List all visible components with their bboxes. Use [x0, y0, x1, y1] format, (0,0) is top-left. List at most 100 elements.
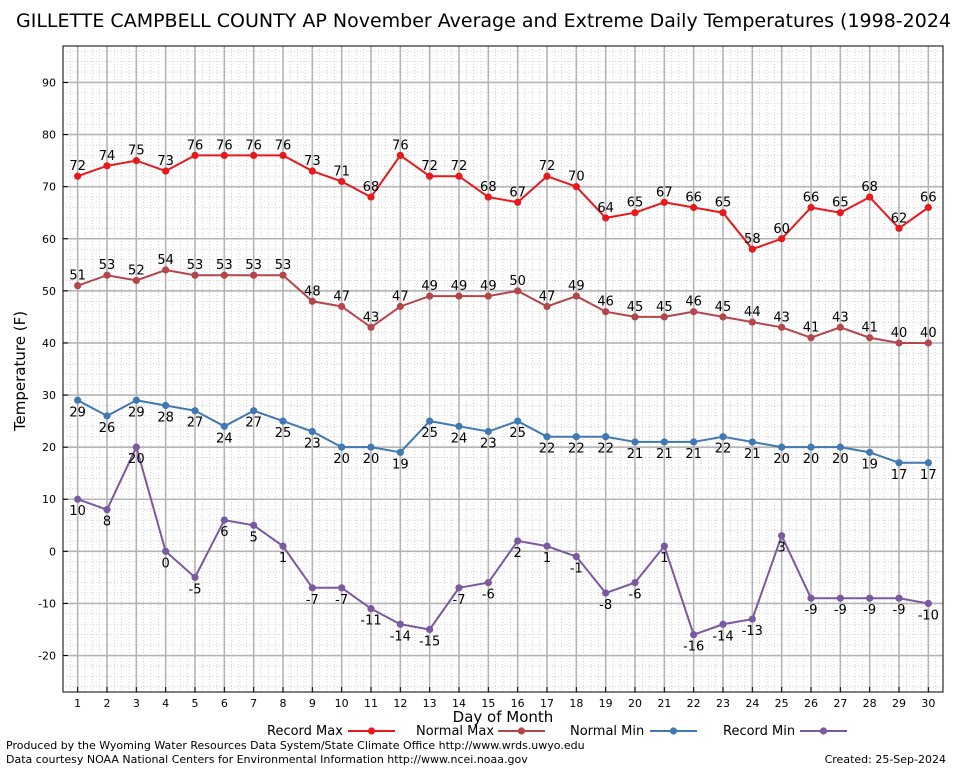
legend-label-normal-max: Normal Max	[416, 724, 494, 739]
record-min-point	[572, 552, 580, 561]
record-min-point	[220, 516, 228, 524]
normal-max-data-label: 53	[275, 258, 292, 273]
x-tick-label: 17	[540, 697, 554, 710]
normal-min-point	[836, 443, 844, 451]
normal-max-point	[484, 292, 492, 300]
record-min-point	[338, 584, 346, 592]
record-max-point	[74, 172, 82, 180]
normal-max-data-label: 51	[69, 269, 86, 284]
record-max-point	[836, 209, 844, 217]
record-max-point	[514, 198, 522, 206]
record-max-data-label: 74	[99, 149, 116, 164]
record-min-data-label: 1	[279, 551, 287, 566]
y-tick-label: 90	[42, 76, 56, 89]
normal-min-data-label: 27	[187, 416, 204, 431]
normal-max-point	[338, 302, 346, 311]
normal-max-data-label: 47	[392, 289, 409, 304]
normal-min-data-label: 20	[363, 452, 380, 467]
normal-max-point	[426, 292, 434, 300]
record-max-point	[660, 198, 668, 206]
record-min-data-label: -9	[863, 603, 876, 618]
record-max-point	[162, 167, 170, 175]
normal-min-data-label: 26	[99, 421, 116, 436]
normal-max-point	[74, 282, 82, 290]
record-min-data-label: -5	[189, 582, 202, 597]
record-min-point	[191, 573, 199, 581]
normal-max-data-label: 49	[451, 279, 468, 294]
normal-max-data-label: 53	[187, 258, 204, 273]
x-tick-label: 23	[716, 697, 730, 710]
chart-title: GILLETTE CAMPBELL COUNTY AP November Ave…	[16, 10, 951, 32]
normal-min-data-label: 25	[275, 426, 292, 441]
legend-label-record-max: Record Max	[267, 724, 343, 739]
record-max-data-label: 64	[597, 201, 614, 216]
record-min-point	[396, 620, 404, 628]
normal-min-point	[455, 422, 463, 430]
normal-min-point	[74, 396, 82, 404]
record-min-data-label: 0	[162, 556, 170, 571]
normal-min-data-label: 25	[509, 426, 526, 441]
x-tick-label: 20	[628, 697, 642, 710]
record-max-data-label: 58	[744, 232, 761, 247]
record-max-data-label: 67	[509, 185, 526, 200]
record-min-data-label: -14	[390, 629, 411, 644]
record-max-line	[77, 154, 929, 251]
record-max-data-label: 76	[187, 138, 204, 153]
record-min-data-label: 3	[778, 541, 786, 556]
normal-max-point	[572, 292, 580, 300]
x-tick-label: 12	[393, 697, 407, 710]
normal-min-point	[396, 448, 404, 456]
x-tick-label: 29	[892, 697, 906, 710]
normal-max-data-label: 54	[157, 253, 174, 268]
record-max-point	[543, 172, 551, 180]
y-tick-label: -10	[38, 597, 56, 610]
normal-min-data-label: 22	[539, 442, 556, 457]
normal-min-point	[690, 438, 698, 446]
x-tick-label: 19	[599, 697, 613, 710]
normal-min-data-label: 28	[157, 410, 174, 425]
normal-max-data-label: 43	[832, 310, 849, 325]
record-min-data-label: -10	[918, 608, 939, 623]
legend: Record Max Normal Max Normal Min Record Min	[267, 724, 847, 739]
record-max-point	[778, 235, 786, 243]
normal-min-data-label: 29	[128, 405, 145, 420]
normal-min-data-label: 20	[773, 452, 790, 467]
record-max-data-label: 76	[275, 138, 292, 153]
normal-min-data-label: 19	[861, 457, 878, 472]
record-min-data-label: -8	[599, 598, 612, 613]
grid	[63, 46, 944, 692]
normal-max-series	[74, 266, 932, 347]
record-max-point	[631, 209, 639, 217]
normal-min-data-label: 20	[333, 452, 350, 467]
record-min-point	[162, 547, 170, 555]
normal-max-data-label: 41	[803, 321, 820, 336]
y-tick-label: 0	[49, 545, 56, 558]
normal-max-data-label: 43	[773, 310, 790, 325]
x-tick-label: 5	[192, 697, 199, 710]
normal-max-data-label: 40	[920, 326, 937, 341]
normal-min-point	[602, 433, 610, 441]
normal-max-data-label: 53	[99, 258, 116, 273]
x-tick-label: 15	[481, 697, 495, 710]
record-max-data-label: 73	[304, 154, 321, 169]
record-min-data-label: -1	[570, 562, 583, 577]
normal-min-series	[74, 396, 932, 467]
x-tick-label: 7	[250, 697, 257, 710]
record-min-point	[778, 532, 786, 540]
y-tick-label: 80	[42, 129, 56, 142]
record-max-point	[308, 167, 316, 175]
x-tick-label: 1	[74, 697, 81, 710]
normal-min-data-label: 24	[216, 431, 233, 446]
record-min-data-label: -16	[683, 640, 704, 655]
normal-max-data-label: 44	[744, 305, 761, 320]
record-max-data-label: 70	[568, 170, 585, 185]
normal-min-point	[220, 422, 228, 430]
record-max-series	[74, 151, 932, 253]
record-min-series	[74, 443, 932, 639]
record-max-point	[338, 177, 346, 186]
record-max-point	[572, 183, 580, 191]
x-tick-label: 24	[745, 697, 759, 710]
record-max-data-label: 65	[832, 196, 849, 211]
record-min-point	[836, 594, 844, 602]
